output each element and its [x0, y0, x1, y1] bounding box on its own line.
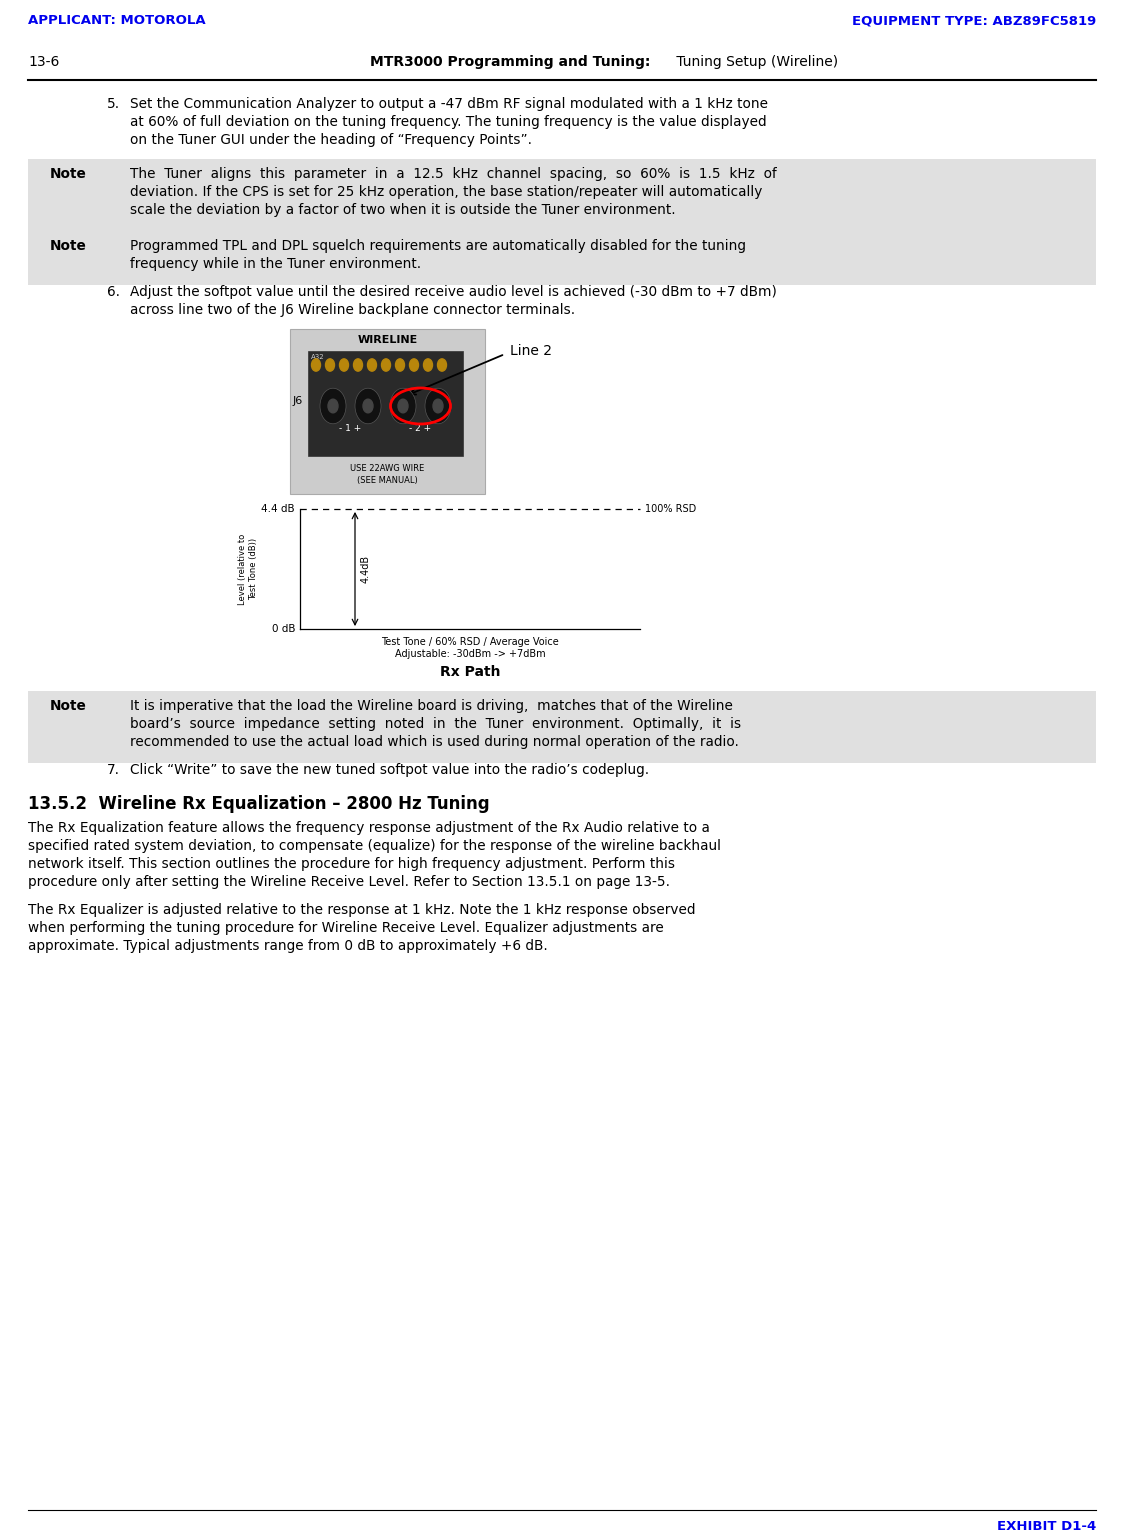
Text: J6: J6	[293, 396, 303, 406]
Text: across line two of the J6 Wireline backplane connector terminals.: across line two of the J6 Wireline backp…	[130, 303, 575, 316]
Circle shape	[326, 359, 335, 372]
Text: deviation. If the CPS is set for 25 kHz operation, the base station/repeater wil: deviation. If the CPS is set for 25 kHz …	[130, 184, 762, 200]
Text: 0 dB: 0 dB	[272, 624, 294, 634]
Text: The  Tuner  aligns  this  parameter  in  a  12.5  kHz  channel  spacing,  so  60: The Tuner aligns this parameter in a 12.…	[130, 167, 777, 181]
Text: procedure only after setting the Wireline Receive Level. Refer to Section 13.5.1: procedure only after setting the Wirelin…	[28, 876, 670, 889]
Circle shape	[437, 359, 446, 372]
Text: USE 22AWG WIRE: USE 22AWG WIRE	[351, 464, 425, 473]
Text: approximate. Typical adjustments range from 0 dB to approximately +6 dB.: approximate. Typical adjustments range f…	[28, 938, 547, 952]
Circle shape	[409, 359, 418, 372]
Text: EXHIBIT D1-4: EXHIBIT D1-4	[997, 1521, 1096, 1533]
Text: 6.: 6.	[107, 286, 120, 300]
Text: Adjust the softpot value until the desired receive audio level is achieved (-30 : Adjust the softpot value until the desir…	[130, 286, 777, 300]
Text: 13.5.2  Wireline Rx Equalization – 2800 Hz Tuning: 13.5.2 Wireline Rx Equalization – 2800 H…	[28, 796, 490, 813]
Circle shape	[363, 399, 373, 413]
Text: board’s  source  impedance  setting  noted  in  the  Tuner  environment.  Optima: board’s source impedance setting noted i…	[130, 717, 741, 731]
Text: frequency while in the Tuner environment.: frequency while in the Tuner environment…	[130, 257, 422, 270]
Text: 100% RSD: 100% RSD	[645, 504, 696, 515]
Text: The Rx Equalizer is adjusted relative to the response at 1 kHz. Note the 1 kHz r: The Rx Equalizer is adjusted relative to…	[28, 903, 696, 917]
Text: at 60% of full deviation on the tuning frequency. The tuning frequency is the va: at 60% of full deviation on the tuning f…	[130, 115, 767, 129]
Text: Level (relative to
Test Tone (dB)): Level (relative to Test Tone (dB))	[238, 533, 257, 605]
Text: A32: A32	[311, 353, 325, 359]
Text: Tuning Setup (Wireline): Tuning Setup (Wireline)	[672, 55, 839, 69]
Circle shape	[368, 359, 377, 372]
Text: 7.: 7.	[107, 763, 120, 777]
FancyBboxPatch shape	[290, 329, 484, 495]
Text: Note: Note	[49, 240, 87, 253]
Text: EQUIPMENT TYPE: ABZ89FC5819: EQUIPMENT TYPE: ABZ89FC5819	[852, 14, 1096, 28]
Text: on the Tuner GUI under the heading of “Frequency Points”.: on the Tuner GUI under the heading of “F…	[130, 134, 532, 147]
Text: It is imperative that the load the Wireline board is driving,  matches that of t: It is imperative that the load the Wirel…	[130, 699, 733, 713]
Circle shape	[433, 399, 443, 413]
Text: - 1 +: - 1 +	[338, 424, 361, 433]
FancyBboxPatch shape	[308, 352, 463, 456]
Circle shape	[396, 359, 405, 372]
Circle shape	[354, 359, 363, 372]
Circle shape	[424, 359, 433, 372]
Text: Click “Write” to save the new tuned softpot value into the radio’s codeplug.: Click “Write” to save the new tuned soft…	[130, 763, 650, 777]
Text: Note: Note	[49, 699, 87, 713]
Text: WIRELINE: WIRELINE	[357, 335, 418, 346]
Text: 4.4dB: 4.4dB	[361, 554, 371, 584]
Circle shape	[425, 389, 451, 424]
Text: Rx Path: Rx Path	[439, 665, 500, 679]
Circle shape	[320, 389, 346, 424]
Circle shape	[328, 399, 338, 413]
Circle shape	[381, 359, 390, 372]
Text: Line 2: Line 2	[510, 344, 552, 358]
Text: Programmed TPL and DPL squelch requirements are automatically disabled for the t: Programmed TPL and DPL squelch requireme…	[130, 240, 746, 253]
Text: Note: Note	[49, 167, 87, 181]
FancyBboxPatch shape	[28, 160, 1096, 230]
Circle shape	[355, 389, 381, 424]
Text: recommended to use the actual load which is used during normal operation of the : recommended to use the actual load which…	[130, 736, 738, 750]
Text: 5.: 5.	[107, 97, 120, 111]
Text: Set the Communication Analyzer to output a -47 dBm RF signal modulated with a 1 : Set the Communication Analyzer to output…	[130, 97, 768, 111]
Text: specified rated system deviation, to compensate (equalize) for the response of t: specified rated system deviation, to com…	[28, 839, 720, 852]
Circle shape	[311, 359, 320, 372]
Circle shape	[398, 399, 408, 413]
Text: - 2 +: - 2 +	[409, 424, 432, 433]
Circle shape	[339, 359, 348, 372]
Text: Test Tone / 60% RSD / Average Voice: Test Tone / 60% RSD / Average Voice	[381, 637, 559, 647]
Text: (SEE MANUAL): (SEE MANUAL)	[357, 476, 418, 485]
FancyBboxPatch shape	[28, 230, 1096, 286]
Text: when performing the tuning procedure for Wireline Receive Level. Equalizer adjus: when performing the tuning procedure for…	[28, 922, 664, 935]
Text: Adjustable: -30dBm -> +7dBm: Adjustable: -30dBm -> +7dBm	[395, 650, 545, 659]
Text: 13-6: 13-6	[28, 55, 60, 69]
Text: The Rx Equalization feature allows the frequency response adjustment of the Rx A: The Rx Equalization feature allows the f…	[28, 822, 710, 836]
FancyBboxPatch shape	[28, 691, 1096, 763]
Text: MTR3000 Programming and Tuning:: MTR3000 Programming and Tuning:	[370, 55, 651, 69]
Text: network itself. This section outlines the procedure for high frequency adjustmen: network itself. This section outlines th…	[28, 857, 676, 871]
Circle shape	[390, 389, 416, 424]
Text: APPLICANT: MOTOROLA: APPLICANT: MOTOROLA	[28, 14, 206, 28]
Text: 4.4 dB: 4.4 dB	[262, 504, 294, 515]
Text: scale the deviation by a factor of two when it is outside the Tuner environment.: scale the deviation by a factor of two w…	[130, 203, 676, 217]
